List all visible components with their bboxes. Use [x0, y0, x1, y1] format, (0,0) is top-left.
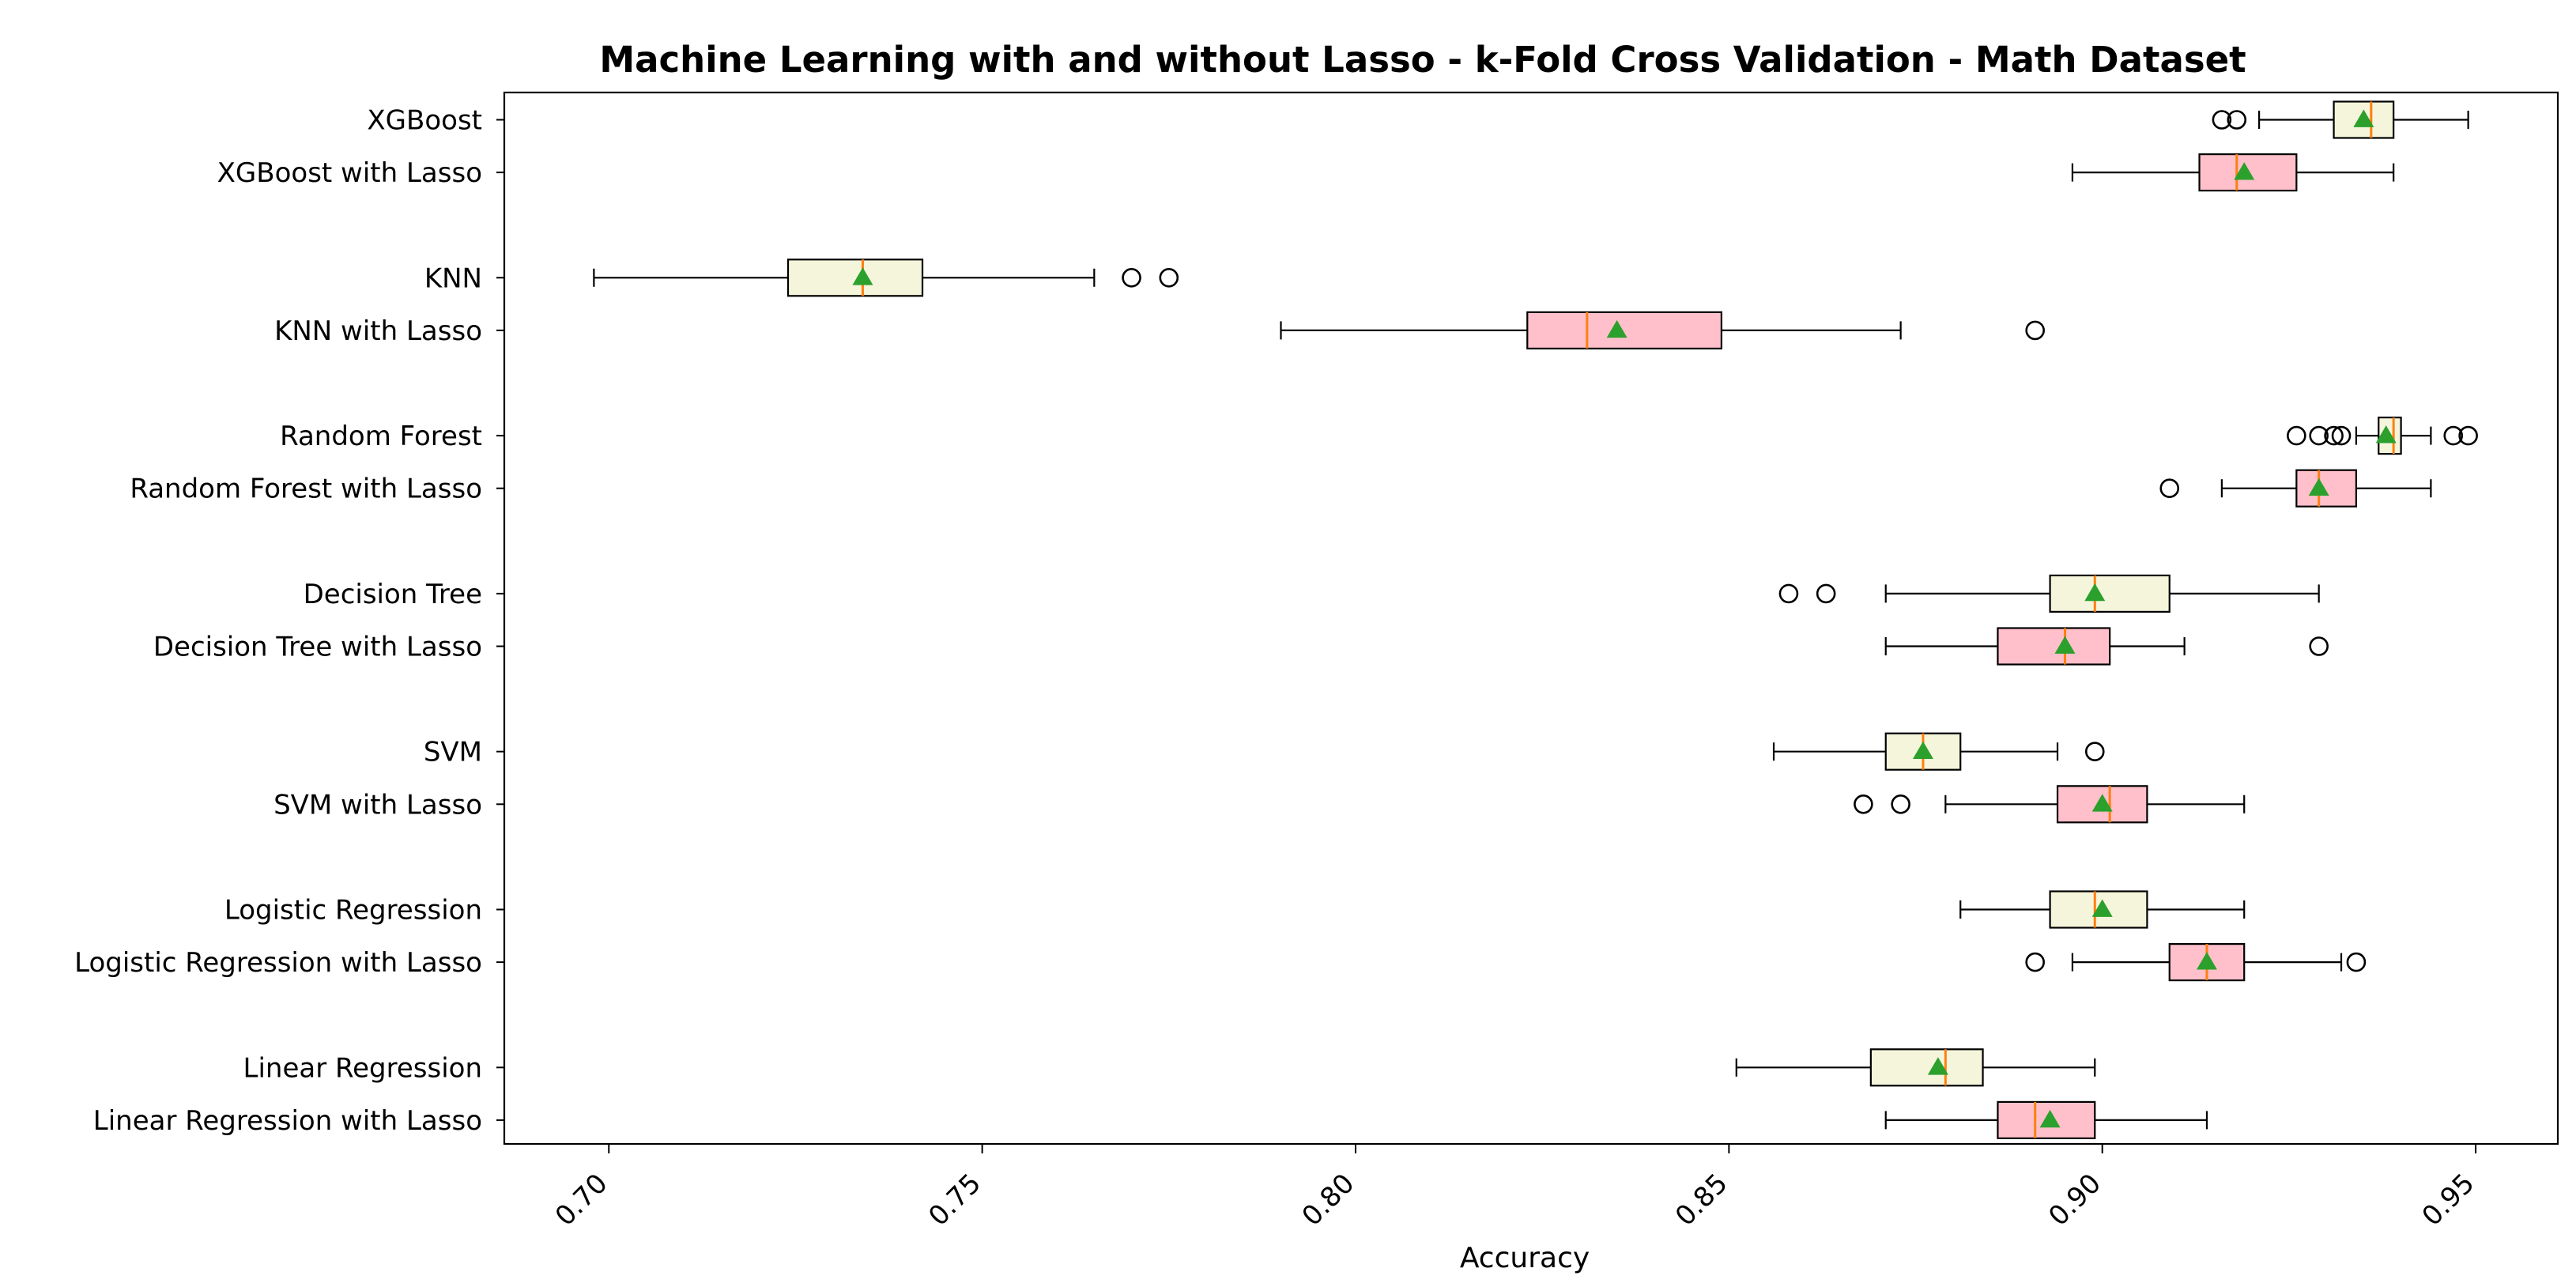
- mean-marker: [2091, 899, 2113, 917]
- outlier-point: [2324, 425, 2344, 446]
- box: [2049, 574, 2171, 613]
- outlier-point: [2025, 952, 2045, 972]
- outlier-point: [2159, 478, 2180, 499]
- outlier-point: [1159, 267, 1179, 288]
- box-series: [593, 259, 1179, 297]
- outlier-point: [2227, 110, 2247, 130]
- mean-marker: [2054, 636, 2076, 654]
- mean-marker: [2234, 162, 2255, 180]
- y-tick-label: Random Forest with Lasso: [130, 474, 482, 505]
- x-axis-label: Accuracy: [1460, 1242, 1590, 1274]
- outlier-point: [2212, 110, 2232, 130]
- box-series: [2287, 416, 2478, 455]
- mean-marker: [2196, 952, 2217, 970]
- box-series: [1959, 890, 2246, 929]
- box: [2295, 469, 2358, 508]
- mean-marker: [2353, 109, 2374, 127]
- outlier-point: [1778, 583, 1799, 604]
- mean-marker: [1927, 1057, 1948, 1075]
- outlier-point: [2025, 320, 2045, 341]
- box-series: [2025, 942, 2367, 982]
- y-tick-label: Logistic Regression: [224, 895, 482, 927]
- y-tick-label: Linear Regression with Lasso: [93, 1105, 482, 1137]
- y-tick-label: Decision Tree with Lasso: [153, 632, 482, 663]
- outlier-point: [2309, 636, 2329, 656]
- y-tick-label: Random Forest: [280, 421, 482, 452]
- box-series: [2212, 100, 2469, 139]
- outlier-point: [2331, 425, 2352, 446]
- outlier-point: [2346, 952, 2367, 972]
- mean-marker: [2084, 583, 2106, 602]
- box-series: [1884, 1100, 2208, 1140]
- y-tick-label: Linear Regression: [243, 1052, 482, 1084]
- y-tick-label: XGBoost: [367, 105, 482, 137]
- y-tick-label: KNN: [424, 262, 482, 294]
- outlier-point: [2084, 742, 2105, 762]
- y-tick-label: Decision Tree: [304, 579, 482, 610]
- y-tick-label: SVM: [424, 737, 482, 768]
- outlier-point: [2458, 425, 2478, 446]
- y-tick-label: SVM with Lasso: [273, 789, 482, 821]
- y-tick-label: Logistic Regression with Lasso: [74, 947, 482, 979]
- plot-area: [593, 100, 2478, 1140]
- box: [1526, 311, 1723, 349]
- box-series: [2159, 469, 2432, 508]
- mean-marker: [2375, 425, 2397, 443]
- mean-marker: [1912, 741, 1933, 760]
- outlier-point: [1816, 583, 1836, 604]
- y-tick-label: KNN with Lasso: [274, 315, 482, 347]
- box: [2049, 890, 2148, 929]
- box: [1869, 1048, 1984, 1087]
- outlier-point: [1854, 794, 1873, 814]
- box: [786, 259, 924, 297]
- outlier-point: [2443, 425, 2464, 446]
- box-series: [1778, 574, 2320, 613]
- box-series: [1280, 311, 2045, 349]
- mean-marker: [852, 267, 873, 285]
- outlier-point: [1122, 267, 1141, 288]
- mean-marker: [2091, 794, 2113, 812]
- box-series: [1884, 627, 2329, 666]
- outlier-point: [2287, 425, 2306, 446]
- axes-frame: [503, 91, 2559, 1145]
- y-tick-label: XGBoost with Lasso: [217, 157, 482, 189]
- box-series: [1772, 732, 2105, 771]
- box-series: [2071, 153, 2395, 192]
- mean-marker: [2308, 477, 2329, 496]
- box-series: [1854, 785, 2246, 824]
- mean-marker: [1606, 319, 1627, 338]
- box: [1997, 627, 2111, 666]
- mean-marker: [2039, 1109, 2061, 1128]
- y-axis: XGBoost XGBoost with Lasso KNN KNN with Las…: [74, 105, 504, 1137]
- chart-title: Machine Learning with and without Lasso …: [599, 39, 2246, 81]
- box-series: [1735, 1048, 2096, 1087]
- outlier-point: [1891, 794, 1910, 814]
- outlier-point: [2309, 425, 2329, 446]
